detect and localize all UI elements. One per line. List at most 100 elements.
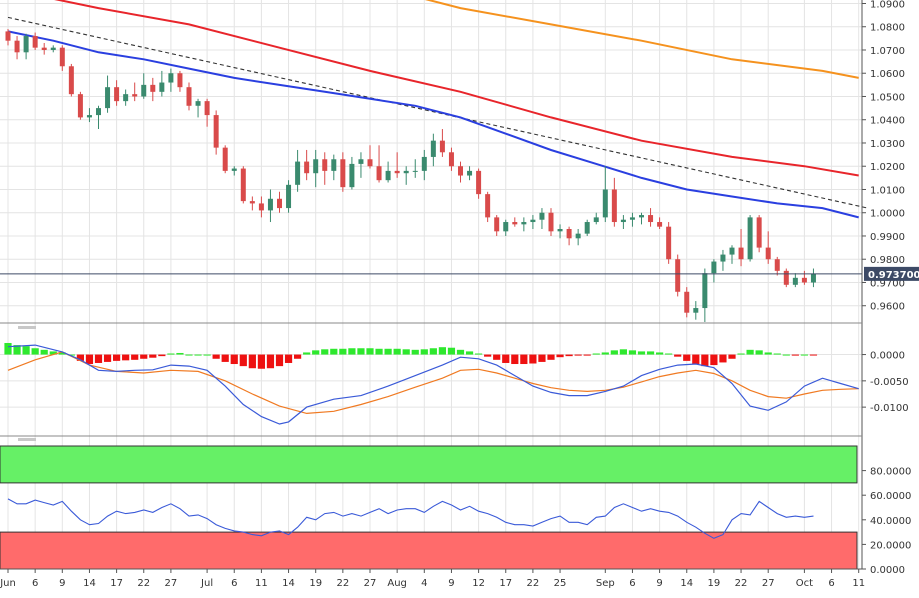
rsi-tick-label: 40.0000 bbox=[870, 516, 911, 527]
bullish-candle bbox=[503, 222, 509, 232]
rsi-tick-label: 80.0000 bbox=[870, 467, 911, 478]
macd-histogram-bar bbox=[773, 353, 781, 355]
bullish-candle bbox=[792, 277, 798, 285]
macd-histogram-bar bbox=[76, 354, 84, 361]
bullish-candle bbox=[313, 159, 319, 174]
rsi-panel bbox=[0, 438, 858, 570]
macd-histogram-bar bbox=[674, 354, 682, 357]
rsi-line bbox=[7, 498, 814, 539]
macd-histogram-bar bbox=[393, 348, 401, 355]
bullish-candle bbox=[159, 82, 165, 92]
macd-histogram-bar bbox=[221, 354, 229, 362]
x-axis: Jun 6 9 14 17 22 27 Jul 6 11 14 19 22 27 Aug 4 9 12 17 22 25… bbox=[0, 568, 865, 589]
bearish-candle bbox=[448, 152, 454, 167]
macd-histogram-bar bbox=[447, 347, 456, 355]
macd-histogram-bar bbox=[411, 349, 419, 355]
x-tick-label: 17 bbox=[110, 578, 123, 589]
bullish-candle bbox=[729, 247, 735, 255]
macd-histogram-bar bbox=[737, 353, 745, 355]
macd-histogram-bar bbox=[556, 354, 564, 358]
bullish-candle bbox=[96, 108, 101, 116]
macd-histogram-bar bbox=[85, 354, 94, 365]
bearish-candle bbox=[14, 40, 20, 53]
macd-histogram-bar bbox=[94, 354, 103, 363]
price-tick-label: 1.0700 bbox=[870, 46, 905, 57]
macd-histogram-bar bbox=[239, 354, 247, 367]
bullish-candle bbox=[123, 94, 129, 102]
macd-histogram-bar bbox=[656, 352, 664, 355]
price-tick-label: 1.0100 bbox=[870, 185, 905, 196]
macd-histogram-bar bbox=[547, 354, 555, 360]
x-tick-label: Oct bbox=[796, 578, 813, 589]
descending-trendline bbox=[7, 16, 868, 209]
macd-histogram-bar bbox=[22, 346, 30, 355]
macd-histogram-bar bbox=[484, 354, 492, 357]
macd-histogram-bar bbox=[312, 350, 320, 355]
x-tick-label: 25 bbox=[554, 578, 567, 589]
bullish-candle bbox=[720, 254, 726, 262]
macd-histogram-bar bbox=[185, 354, 193, 356]
bearish-candle bbox=[277, 198, 282, 209]
current-price-label: 0.973700 bbox=[868, 270, 919, 281]
x-tick-label: 6 bbox=[231, 578, 237, 589]
macd-histogram-bar bbox=[384, 348, 392, 355]
bearish-candle bbox=[249, 201, 255, 204]
bullish-candle bbox=[141, 84, 147, 97]
macd-histogram-bar bbox=[122, 354, 130, 361]
bearish-candle bbox=[675, 259, 681, 292]
bullish-candle bbox=[50, 47, 56, 50]
bullish-candle bbox=[412, 170, 418, 172]
x-tick-label: 4 bbox=[421, 578, 427, 589]
rsi-panel-resize-handle[interactable] bbox=[18, 438, 36, 441]
bullish-candle bbox=[539, 212, 545, 220]
x-tick-label: 22 bbox=[735, 578, 748, 589]
macd-panel-resize-handle[interactable] bbox=[18, 326, 36, 329]
macd-histogram-bar bbox=[203, 354, 211, 356]
bullish-candle bbox=[267, 198, 273, 211]
macd-tick-label: -0.0100 bbox=[870, 403, 909, 414]
macd-signal-line bbox=[7, 351, 859, 415]
macd-histogram-bar bbox=[601, 352, 609, 355]
bullish-candle bbox=[86, 115, 92, 118]
bearish-candle bbox=[77, 94, 83, 118]
macd-histogram-bar bbox=[140, 354, 148, 359]
bullish-candle bbox=[358, 159, 364, 164]
x-tick-label: Aug bbox=[387, 578, 407, 589]
macd-panel bbox=[0, 326, 862, 425]
bullish-candle bbox=[421, 156, 427, 171]
macd-histogram-bar bbox=[149, 354, 157, 358]
bearish-candle bbox=[756, 217, 762, 248]
bearish-candle bbox=[657, 222, 663, 227]
macd-histogram-bar bbox=[103, 354, 112, 362]
price-tick-label: 1.0400 bbox=[870, 116, 905, 127]
panel-frames bbox=[0, 0, 863, 569]
macd-histogram-bar bbox=[710, 354, 718, 366]
bearish-candle bbox=[548, 212, 554, 232]
macd-histogram-bar bbox=[475, 353, 483, 355]
price-tick-label: 1.0600 bbox=[870, 69, 905, 80]
bullish-candle bbox=[711, 261, 717, 274]
x-tick-label: 6 bbox=[828, 578, 834, 589]
bullish-candle bbox=[584, 222, 590, 234]
bullish-candle bbox=[349, 163, 355, 188]
macd-histogram-bar bbox=[49, 351, 57, 355]
x-tick-label: 19 bbox=[309, 578, 322, 589]
macd-histogram-bar bbox=[701, 354, 709, 367]
bearish-candle bbox=[458, 166, 463, 176]
bearish-candle bbox=[765, 247, 771, 260]
bearish-candle bbox=[485, 194, 491, 218]
bearish-candle bbox=[68, 66, 74, 95]
sma_red-moving-average-line bbox=[54, 0, 859, 177]
bearish-candle bbox=[774, 259, 780, 271]
bullish-candle bbox=[467, 170, 473, 176]
macd-histogram-bar bbox=[58, 352, 66, 355]
macd-histogram-bar bbox=[257, 354, 265, 369]
bullish-candle bbox=[810, 273, 816, 283]
x-tick-label: 22 bbox=[527, 578, 540, 589]
bearish-candle bbox=[213, 115, 219, 148]
x-tick-label: 14 bbox=[83, 578, 96, 589]
macd-histogram-bar bbox=[429, 348, 437, 355]
sma_blue-moving-average-line bbox=[7, 30, 859, 219]
macd-histogram-bar bbox=[538, 354, 546, 362]
bearish-candle bbox=[684, 291, 690, 313]
